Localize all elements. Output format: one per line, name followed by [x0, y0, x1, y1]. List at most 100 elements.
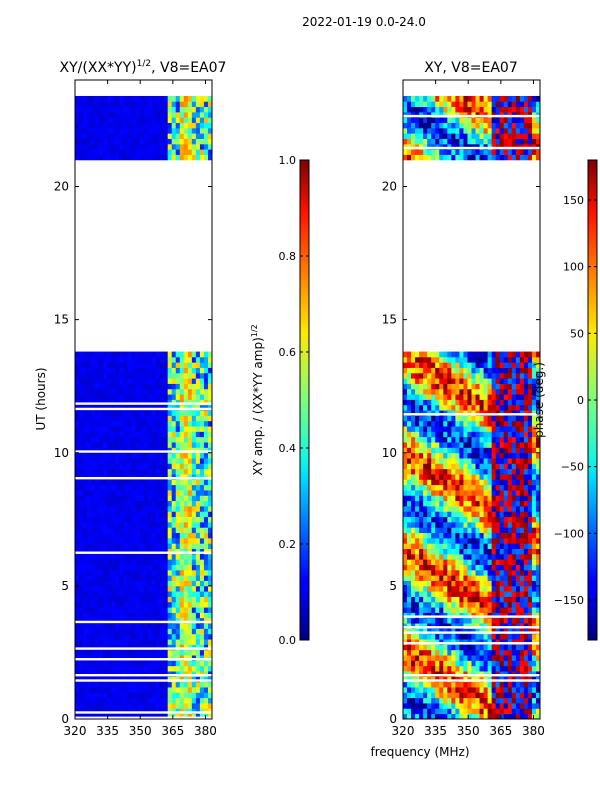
heatmap-cell — [455, 447, 460, 454]
heatmap-cell — [195, 383, 201, 390]
heatmap-cell — [163, 101, 169, 108]
heatmap-cell — [139, 388, 144, 395]
heatmap-cell — [195, 436, 201, 443]
heatmap-cell — [155, 532, 161, 539]
heatmap-cell — [159, 468, 165, 475]
heatmap-cell — [507, 543, 513, 549]
heatmap-row — [75, 676, 212, 683]
heatmap-cell — [135, 388, 140, 395]
flagged-row — [403, 674, 540, 677]
heatmap-cell — [179, 447, 185, 454]
heatmap-cell — [523, 676, 529, 683]
heatmap-row — [403, 511, 540, 518]
heatmap-cell — [79, 665, 84, 672]
heatmap-cell — [131, 527, 136, 534]
heatmap-cell — [79, 362, 84, 368]
heatmap-cell — [195, 516, 201, 523]
heatmap-cell — [115, 468, 120, 475]
heatmap-cell — [463, 628, 468, 635]
heatmap-cell — [419, 692, 424, 699]
heatmap-cell — [491, 617, 497, 624]
heatmap-cell — [475, 633, 480, 640]
heatmap-cell — [471, 644, 476, 651]
heatmap-cell — [167, 431, 173, 438]
heatmap-row — [403, 612, 540, 619]
heatmap-cell — [91, 591, 96, 597]
heatmap-cell — [507, 495, 513, 502]
heatmap-cell — [451, 644, 456, 651]
heatmap-cell — [447, 415, 452, 422]
heatmap-cell — [511, 404, 517, 411]
heatmap-cell — [75, 601, 80, 608]
heatmap-cell — [147, 564, 152, 571]
heatmap-cell — [427, 569, 432, 576]
heatmap-cell — [495, 415, 501, 422]
heatmap-cell — [191, 543, 197, 549]
heatmap-cell — [435, 612, 440, 619]
heatmap-cell — [131, 468, 136, 475]
heatmap-cell — [459, 639, 464, 645]
heatmap-cell — [75, 415, 80, 422]
heatmap-cell — [135, 399, 140, 406]
heatmap-cell — [115, 378, 120, 384]
heatmap-cell — [191, 111, 197, 118]
heatmap-cell — [515, 708, 521, 715]
heatmap-cell — [419, 410, 424, 416]
heatmap-cell — [459, 687, 464, 693]
heatmap-cell — [171, 564, 177, 571]
heatmap-cell — [163, 612, 169, 619]
heatmap-cell — [171, 442, 177, 448]
heatmap-cell — [155, 490, 161, 496]
heatmap-cell — [163, 394, 169, 400]
heatmap-cell — [195, 426, 201, 432]
heatmap-cell — [175, 687, 181, 693]
heatmap-cell — [471, 521, 476, 528]
heatmap-cell — [423, 623, 428, 629]
heatmap-cell — [207, 713, 212, 719]
heatmap-cell — [155, 122, 161, 129]
heatmap-row — [75, 516, 212, 523]
heatmap-row — [403, 628, 540, 635]
heatmap-cell — [147, 639, 152, 645]
heatmap-cell — [451, 697, 456, 704]
heatmap-cell — [127, 117, 132, 123]
heatmap-cell — [199, 484, 205, 491]
heatmap-cell — [119, 628, 124, 635]
heatmap-cell — [143, 585, 148, 592]
heatmap-cell — [143, 607, 148, 613]
heatmap-cell — [75, 388, 80, 395]
heatmap-cell — [99, 133, 104, 139]
heatmap-cell — [195, 420, 201, 427]
heatmap-cell — [107, 458, 112, 464]
heatmap-cell — [207, 511, 212, 518]
heatmap-cell — [151, 95, 156, 102]
heatmap-cell — [483, 521, 489, 528]
heatmap-cell — [95, 681, 100, 688]
heatmap-cell — [427, 404, 432, 411]
heatmap-cell — [95, 143, 100, 150]
heatmap-cell — [135, 479, 140, 486]
heatmap-cell — [143, 708, 148, 715]
heatmap-cell — [471, 548, 476, 555]
heatmap-cell — [415, 623, 420, 629]
heatmap-cell — [95, 559, 100, 565]
heatmap-cell — [159, 703, 165, 709]
heatmap-cell — [503, 564, 509, 571]
heatmap-cell — [511, 639, 517, 645]
heatmap-cell — [99, 495, 104, 502]
heatmap-cell — [455, 612, 460, 619]
heatmap-cell — [403, 564, 408, 571]
heatmap-cell — [523, 713, 529, 719]
heatmap-cell — [111, 106, 116, 113]
heatmap-cell — [139, 452, 144, 459]
heatmap-cell — [135, 676, 140, 683]
heatmap-cell — [455, 681, 460, 688]
heatmap-cell — [115, 122, 120, 129]
heatmap-cell — [159, 495, 165, 502]
heatmap-cell — [407, 569, 412, 576]
heatmap-cell — [167, 713, 173, 719]
heatmap-cell — [147, 527, 152, 534]
heatmap-cell — [499, 484, 505, 491]
heatmap-cell — [535, 612, 540, 619]
heatmap-cell — [131, 569, 136, 576]
